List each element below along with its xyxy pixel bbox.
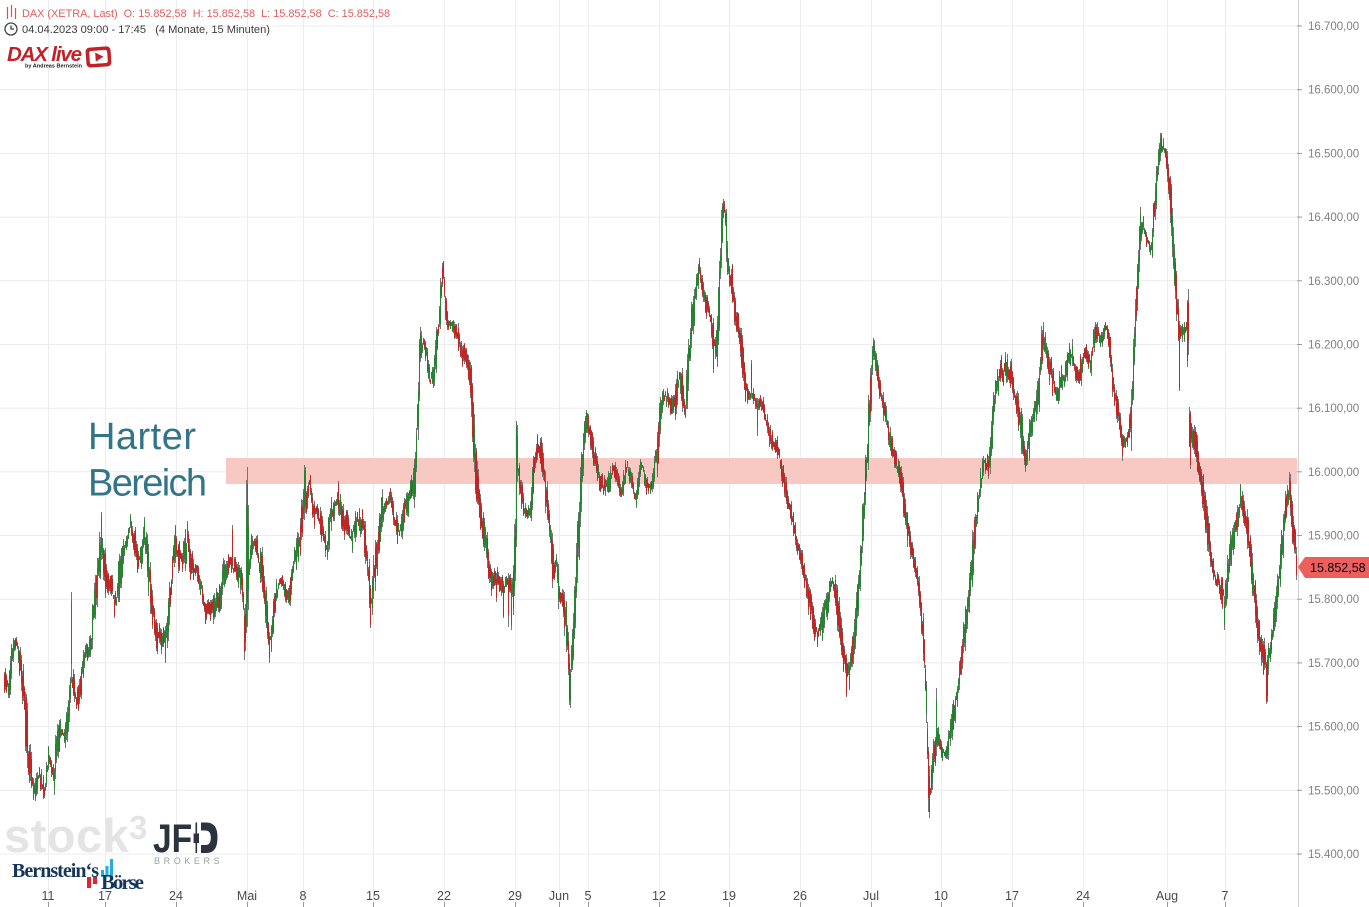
- svg-text:stock: stock: [4, 809, 130, 862]
- svg-text:16.400,00: 16.400,00: [1308, 212, 1359, 224]
- svg-text:16.000,00: 16.000,00: [1308, 467, 1359, 479]
- svg-text:16.300,00: 16.300,00: [1308, 276, 1359, 288]
- svg-text:Bernstein‘s: Bernstein‘s: [12, 860, 99, 882]
- svg-text:10: 10: [934, 889, 948, 903]
- svg-text:17: 17: [1005, 889, 1019, 903]
- svg-text:26: 26: [793, 889, 807, 903]
- svg-text:7: 7: [1222, 889, 1229, 903]
- svg-text:11: 11: [42, 889, 55, 903]
- svg-text:24: 24: [169, 889, 183, 903]
- svg-text:Aug: Aug: [1156, 889, 1178, 903]
- svg-text:Börse: Börse: [101, 870, 144, 894]
- svg-text:Jun: Jun: [549, 889, 569, 903]
- svg-text:BROKERS: BROKERS: [154, 856, 223, 866]
- svg-text:16.100,00: 16.100,00: [1308, 403, 1359, 415]
- svg-text:16.600,00: 16.600,00: [1308, 85, 1359, 97]
- svg-text:15.852,58: 15.852,58: [1310, 561, 1366, 575]
- svg-text:8: 8: [300, 889, 307, 903]
- svg-text:JF: JF: [153, 816, 192, 860]
- svg-text:24: 24: [1076, 889, 1090, 903]
- svg-text:Bereich: Bereich: [88, 463, 207, 505]
- svg-text:22: 22: [437, 889, 451, 903]
- svg-text:Jul: Jul: [863, 889, 879, 903]
- svg-text:04.04.2023 09:00 - 17:45 (4: 04.04.2023 09:00 - 17:45 (4 Monate, 15 M…: [22, 24, 270, 36]
- svg-text:15.700,00: 15.700,00: [1308, 658, 1359, 670]
- svg-text:16.700,00: 16.700,00: [1308, 21, 1359, 33]
- svg-text:16.200,00: 16.200,00: [1308, 340, 1359, 352]
- svg-text:15.900,00: 15.900,00: [1308, 531, 1359, 543]
- svg-text:DAX (XETRA, Last) O: 15.852,5: DAX (XETRA, Last) O: 15.852,58 H: 15.852…: [22, 8, 390, 20]
- svg-text:17: 17: [98, 889, 112, 903]
- svg-text:15.600,00: 15.600,00: [1308, 722, 1359, 734]
- svg-text:19: 19: [722, 889, 736, 903]
- svg-text:by Andreas Bernstein: by Andreas Bernstein: [25, 64, 83, 70]
- svg-text:5: 5: [585, 889, 592, 903]
- svg-text:DAX live: DAX live: [7, 43, 82, 66]
- svg-text:Mai: Mai: [237, 889, 257, 903]
- svg-text:15.400,00: 15.400,00: [1308, 849, 1359, 861]
- svg-text:15: 15: [366, 889, 380, 903]
- svg-text:15.500,00: 15.500,00: [1308, 785, 1359, 797]
- svg-text:12: 12: [652, 889, 666, 903]
- svg-text:15.800,00: 15.800,00: [1308, 594, 1359, 606]
- svg-text:16.500,00: 16.500,00: [1308, 148, 1359, 160]
- svg-text:Harter: Harter: [88, 416, 196, 458]
- svg-text:29: 29: [508, 889, 522, 903]
- svg-text:3: 3: [129, 809, 147, 846]
